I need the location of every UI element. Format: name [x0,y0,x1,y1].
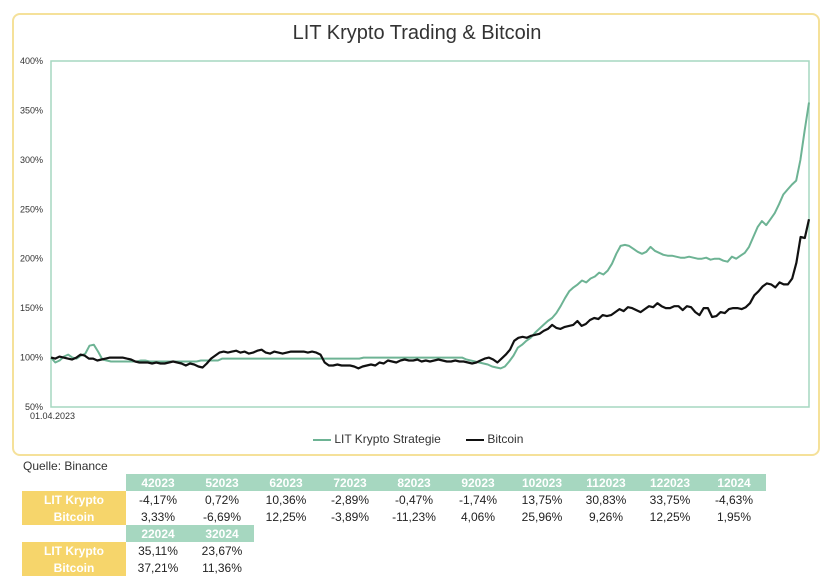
legend-label-lit: LIT Krypto Strategie [334,432,441,446]
column-header: 112023 [574,474,638,491]
table-cell: 25,96% [521,509,563,524]
legend-item-lit: LIT Krypto Strategie [313,432,441,446]
table-header-row: 22024 32024 [22,525,254,542]
table-cell: -3,89% [330,509,370,524]
performance-table-2: 22024 32024 LIT Krypto 35,11% 23,67% Bit… [22,525,254,576]
table-cell: -0,47% [394,492,434,507]
table-cell: 33,75% [649,492,691,507]
table-row: LIT Krypto 35,11% 23,67% [22,542,254,559]
performance-table-1: 42023 52023 62023 72023 82023 92023 1020… [22,474,766,525]
y-tick-label: 400% [20,56,43,66]
table-cell: 3,33% [140,509,176,524]
chart-title: LIT Krypto Trading & Bitcoin [292,22,542,44]
table-cell: 13,75% [521,492,563,507]
column-header: 72023 [318,474,382,491]
column-header: 92023 [446,474,510,491]
legend-item-btc: Bitcoin [466,432,523,446]
table-cell: 4,06% [460,509,496,524]
table-cell: 30,83% [585,492,627,507]
header-blank [22,474,126,491]
column-header: 62023 [254,474,318,491]
y-tick-label: 150% [20,303,43,313]
table-cell: 1,95% [716,509,752,524]
column-header: 102023 [510,474,574,491]
column-header: 32024 [190,525,254,542]
table-cell: -2,89% [330,492,370,507]
column-header: 12024 [702,474,766,491]
table-cell: 37,21% [137,560,179,575]
series-line-lit-krypto [50,102,810,370]
x-start-label: 01.04.2023 [30,411,75,421]
legend-swatch-lit [313,438,331,441]
y-tick-label: 250% [20,204,43,214]
column-header: 42023 [126,474,190,491]
table-cell: 35,11% [138,543,178,558]
plot-area-frame [50,60,810,408]
row-label: LIT Krypto [22,491,126,508]
legend-swatch-btc [466,438,484,441]
table-row: Bitcoin 37,21% 11,36% [22,559,254,576]
table-cell: 12,25% [265,509,307,524]
column-header: 122023 [638,474,702,491]
y-tick-label: 350% [20,105,43,115]
y-tick-label: 50% [25,402,43,412]
table-cell: -4,17% [138,492,178,507]
chart-panel [12,13,820,456]
table-cell: 0,72% [204,492,240,507]
table-row: Bitcoin 3,33% -6,69% 12,25% -3,89% -11,2… [22,508,766,525]
y-tick-label: 300% [20,155,43,165]
source-note: Quelle: Binance [23,459,108,473]
row-label: Bitcoin [22,508,126,525]
column-header: 52023 [190,474,254,491]
row-label: Bitcoin [22,559,126,576]
row-label: LIT Krypto [22,542,126,559]
series-line-bitcoin [50,218,811,370]
table-header-row: 42023 52023 62023 72023 82023 92023 1020… [22,474,766,491]
line-chart: 50% 100% 150% 200% 250% 300% 350% 400% 01.04.20… [20,56,811,421]
table-row: LIT Krypto -4,17% 0,72% 10,36% -2,89% -0… [22,491,766,508]
legend-label-btc: Bitcoin [487,432,524,446]
table-cell: 23,67% [201,543,243,558]
table-cell: 9,26% [588,509,624,524]
column-header: 22024 [126,525,190,542]
column-header: 82023 [382,474,446,491]
table-cell: -6,69% [202,509,242,524]
table-cell: -4,63% [714,492,754,507]
y-tick-label: 100% [20,353,43,363]
header-blank [22,525,126,542]
table-cell: -1,74% [458,492,498,507]
y-tick-label: 200% [20,254,43,264]
table-cell: 11,36% [202,560,242,575]
table-cell: -11,23% [392,509,436,524]
table-cell: 12,25% [649,509,691,524]
table-cell: 10,36% [265,492,307,507]
